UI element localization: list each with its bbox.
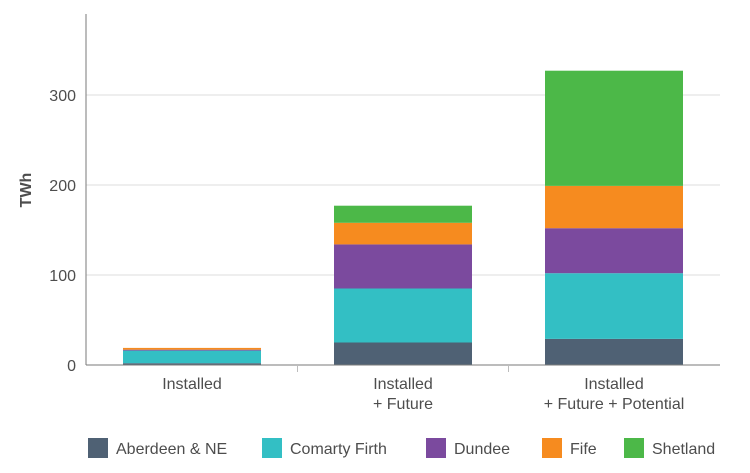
x-tick-label-3-line-2: + Future + Potential [544,396,685,413]
bar-2-series-4 [334,222,472,245]
bar-1-series-4 [123,347,261,350]
bar-2-series-2 [334,288,472,343]
labels: 0 100 200 300 Installed Installed + Future Inst… [49,88,684,413]
bar-3-series-1 [545,338,683,365]
legend-item-4: Fife [542,438,597,458]
legend-label-3: Dundee [454,441,510,458]
y-axis-title: TWh [18,173,35,208]
legend-label-4: Fife [570,441,597,458]
legend-label-2: Comarty Firth [290,441,387,458]
bar-3-series-4 [545,185,683,229]
bar-2-series-1 [334,342,472,365]
y-tick-label-200: 200 [49,178,76,195]
bar-3-series-5 [545,70,683,186]
axes [85,14,720,372]
bar-2-series-5 [334,205,472,223]
legend-item-5: Shetland [624,438,715,458]
bars [123,70,683,365]
legend-swatch-1 [88,438,108,458]
y-tick-label-0: 0 [67,358,76,375]
bar-3-series-2 [545,273,683,339]
legend: Aberdeen & NE Comarty Firth Dundee Fife Shet… [88,438,715,458]
x-tick-label-3-line-1: Installed [584,376,644,393]
bar-1-series-1 [123,363,261,365]
bar-3-series-3 [545,228,683,274]
legend-label-1: Aberdeen & NE [116,441,227,458]
x-tick-label-2-line-2: + Future [373,396,433,413]
bar-1-series-3 [123,349,261,351]
bar-1-series-2 [123,350,261,364]
legend-item-2: Comarty Firth [262,438,387,458]
legend-swatch-5 [624,438,644,458]
y-tick-label-300: 300 [49,88,76,105]
bar-2-series-3 [334,244,472,289]
legend-item-1: Aberdeen & NE [88,438,227,458]
legend-item-3: Dundee [426,438,510,458]
legend-label-5: Shetland [652,441,715,458]
y-tick-label-100: 100 [49,268,76,285]
legend-swatch-4 [542,438,562,458]
x-tick-label-2-line-1: Installed [373,376,433,393]
legend-swatch-3 [426,438,446,458]
legend-swatch-2 [262,438,282,458]
x-tick-label-1-line-1: Installed [162,376,222,393]
